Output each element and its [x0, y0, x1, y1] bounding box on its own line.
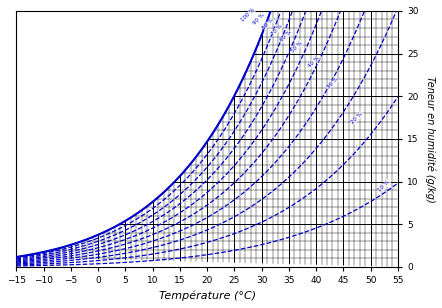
Text: 30 %: 30 % [326, 77, 339, 90]
X-axis label: Température (°C): Température (°C) [159, 290, 256, 301]
Y-axis label: Teneur en humidité (g/kg): Teneur en humidité (g/kg) [425, 75, 435, 202]
Text: 40 %: 40 % [307, 55, 320, 69]
Text: 70 %: 70 % [270, 23, 284, 36]
Text: 10 %: 10 % [377, 179, 391, 192]
Text: 50 %: 50 % [290, 40, 304, 53]
Text: 60 %: 60 % [279, 30, 293, 43]
Text: 100 %: 100 % [240, 7, 256, 23]
Text: 20 %: 20 % [351, 111, 364, 124]
Text: 80 %: 80 % [262, 17, 275, 30]
Text: 90 %: 90 % [252, 13, 266, 26]
